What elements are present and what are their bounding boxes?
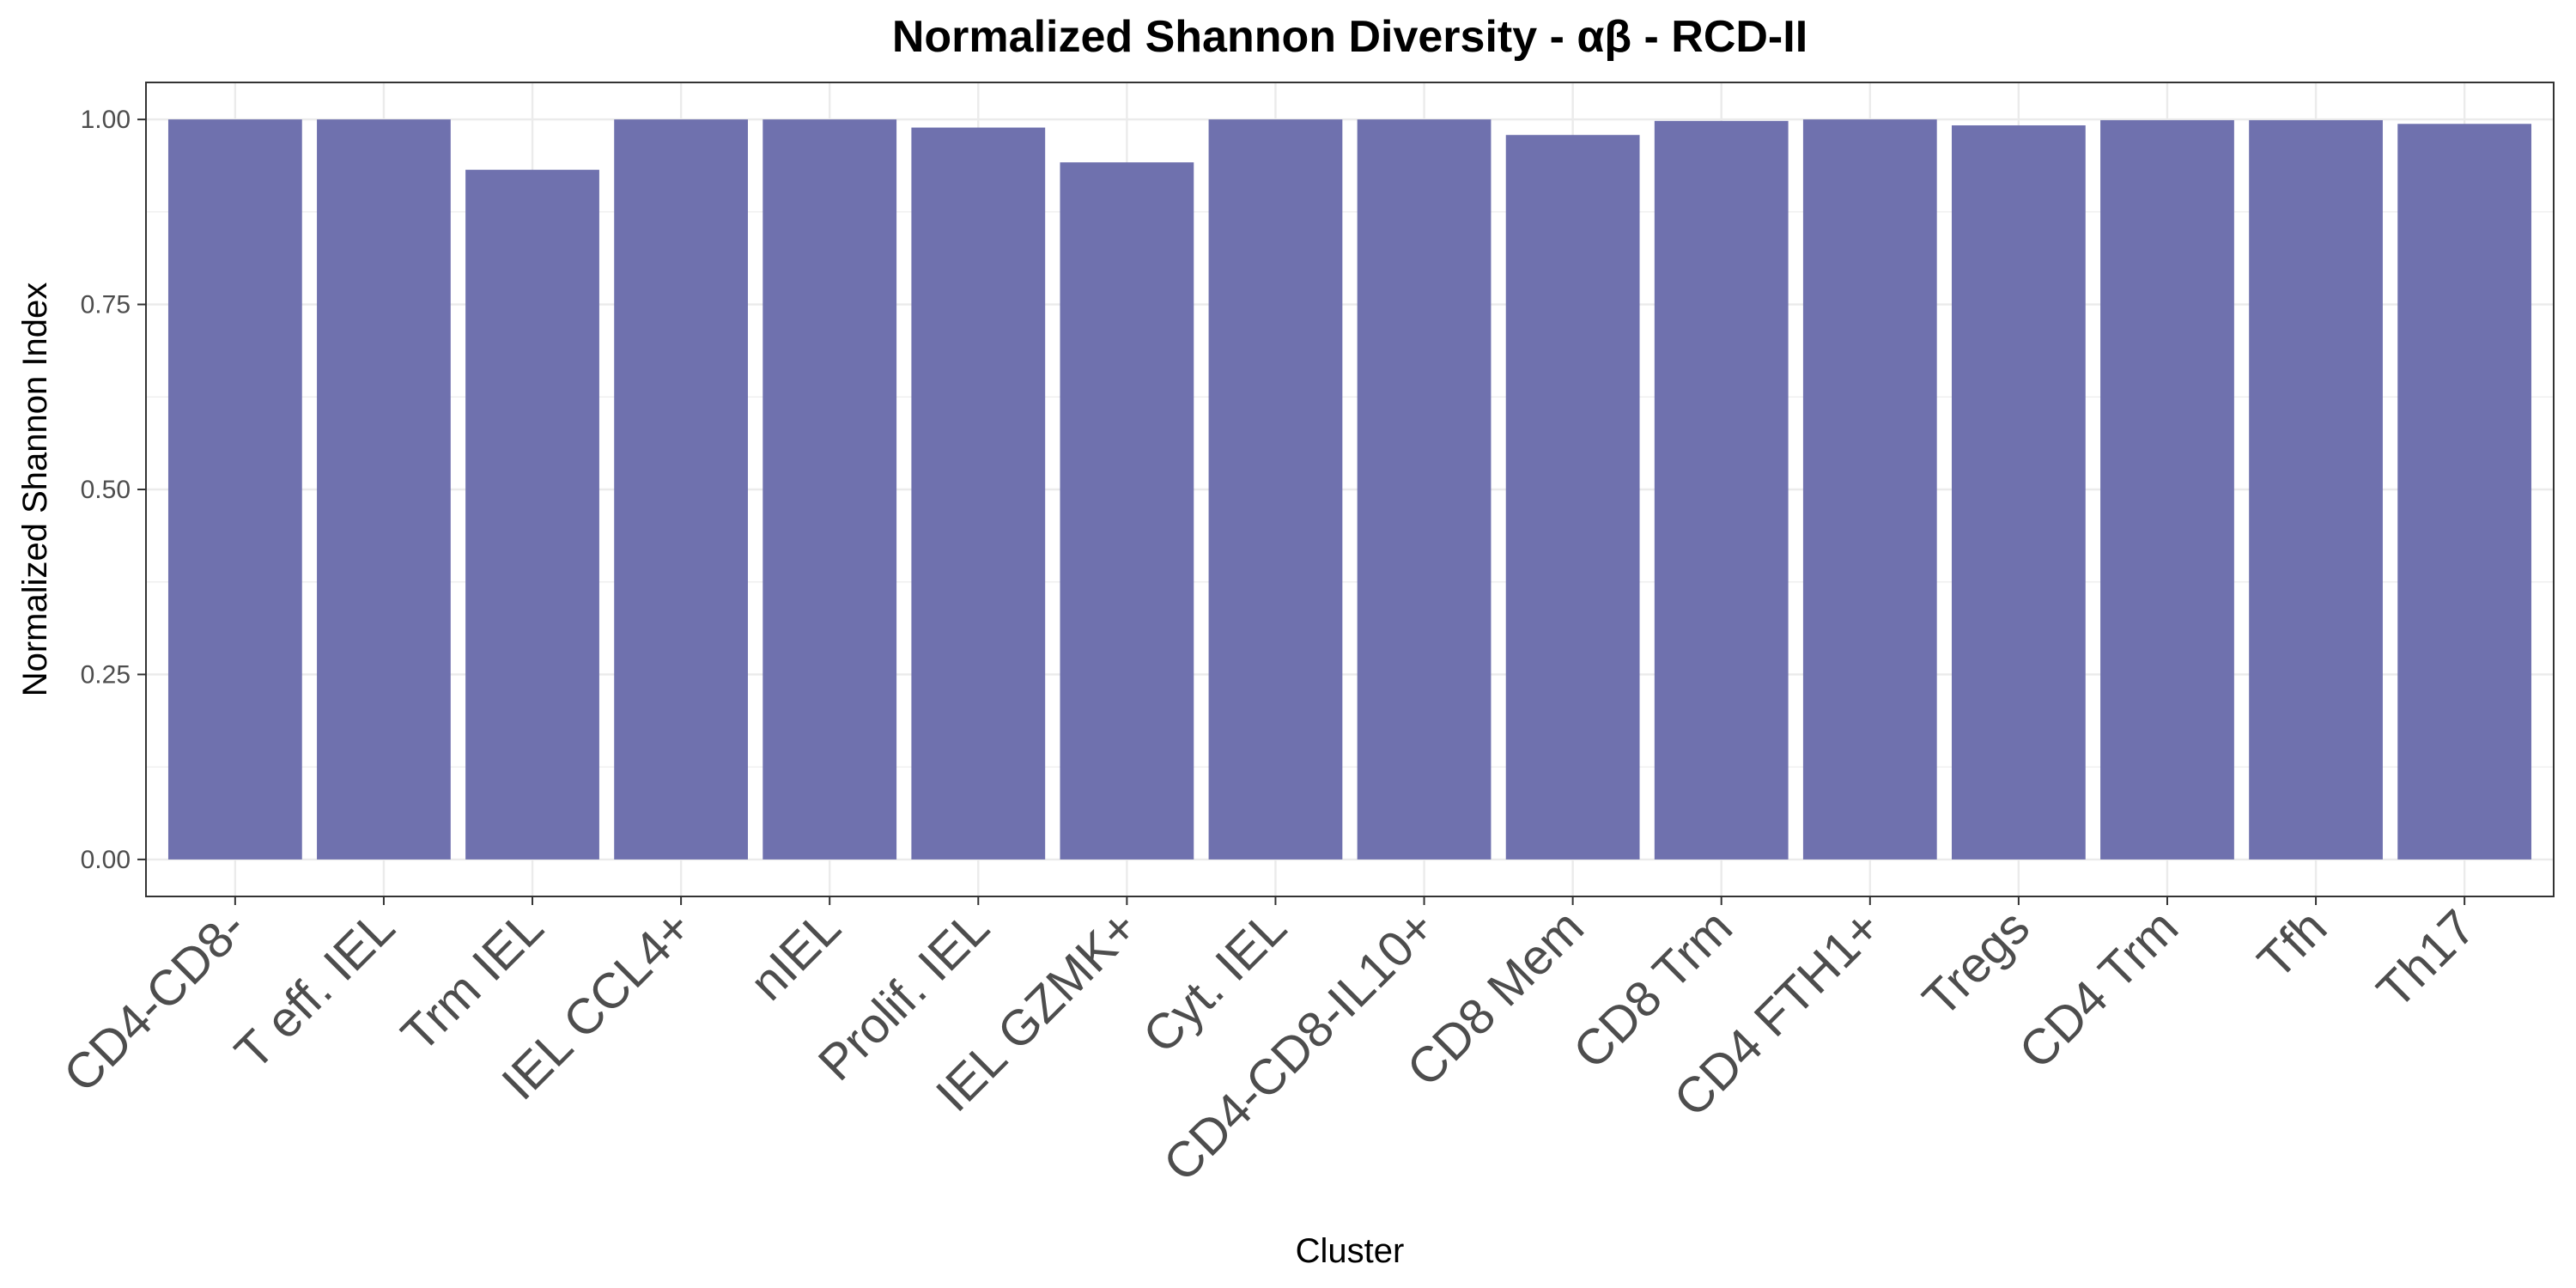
bar	[2249, 119, 2383, 860]
chart-title: Normalized Shannon Diversity - αβ - RCD-…	[892, 12, 1807, 62]
bar	[167, 119, 302, 860]
bar	[911, 127, 1046, 860]
bar	[1505, 135, 1640, 860]
bar	[465, 169, 599, 860]
x-axis-title: Cluster	[1296, 1232, 1405, 1270]
bar	[317, 119, 451, 860]
bar	[2100, 119, 2234, 860]
bar	[1802, 119, 1937, 860]
y-tick-label: 0.50	[81, 476, 131, 504]
bar	[1952, 125, 2086, 860]
bar	[1654, 120, 1789, 860]
bar	[762, 119, 897, 860]
y-tick-label: 1.00	[81, 106, 131, 134]
y-tick-label: 0.25	[81, 660, 131, 689]
bar	[1060, 162, 1194, 860]
y-tick-label: 0.00	[81, 846, 131, 874]
bar	[2397, 124, 2532, 860]
bars-layer	[167, 119, 2532, 860]
y-tick-label: 0.75	[81, 291, 131, 319]
bar	[1357, 119, 1492, 860]
y-axis-title: Normalized Shannon Index	[16, 283, 54, 697]
y-axis: 0.00 0.25 0.50 0.75 1.00	[81, 106, 146, 874]
bar	[614, 119, 748, 860]
bar	[1208, 119, 1343, 860]
